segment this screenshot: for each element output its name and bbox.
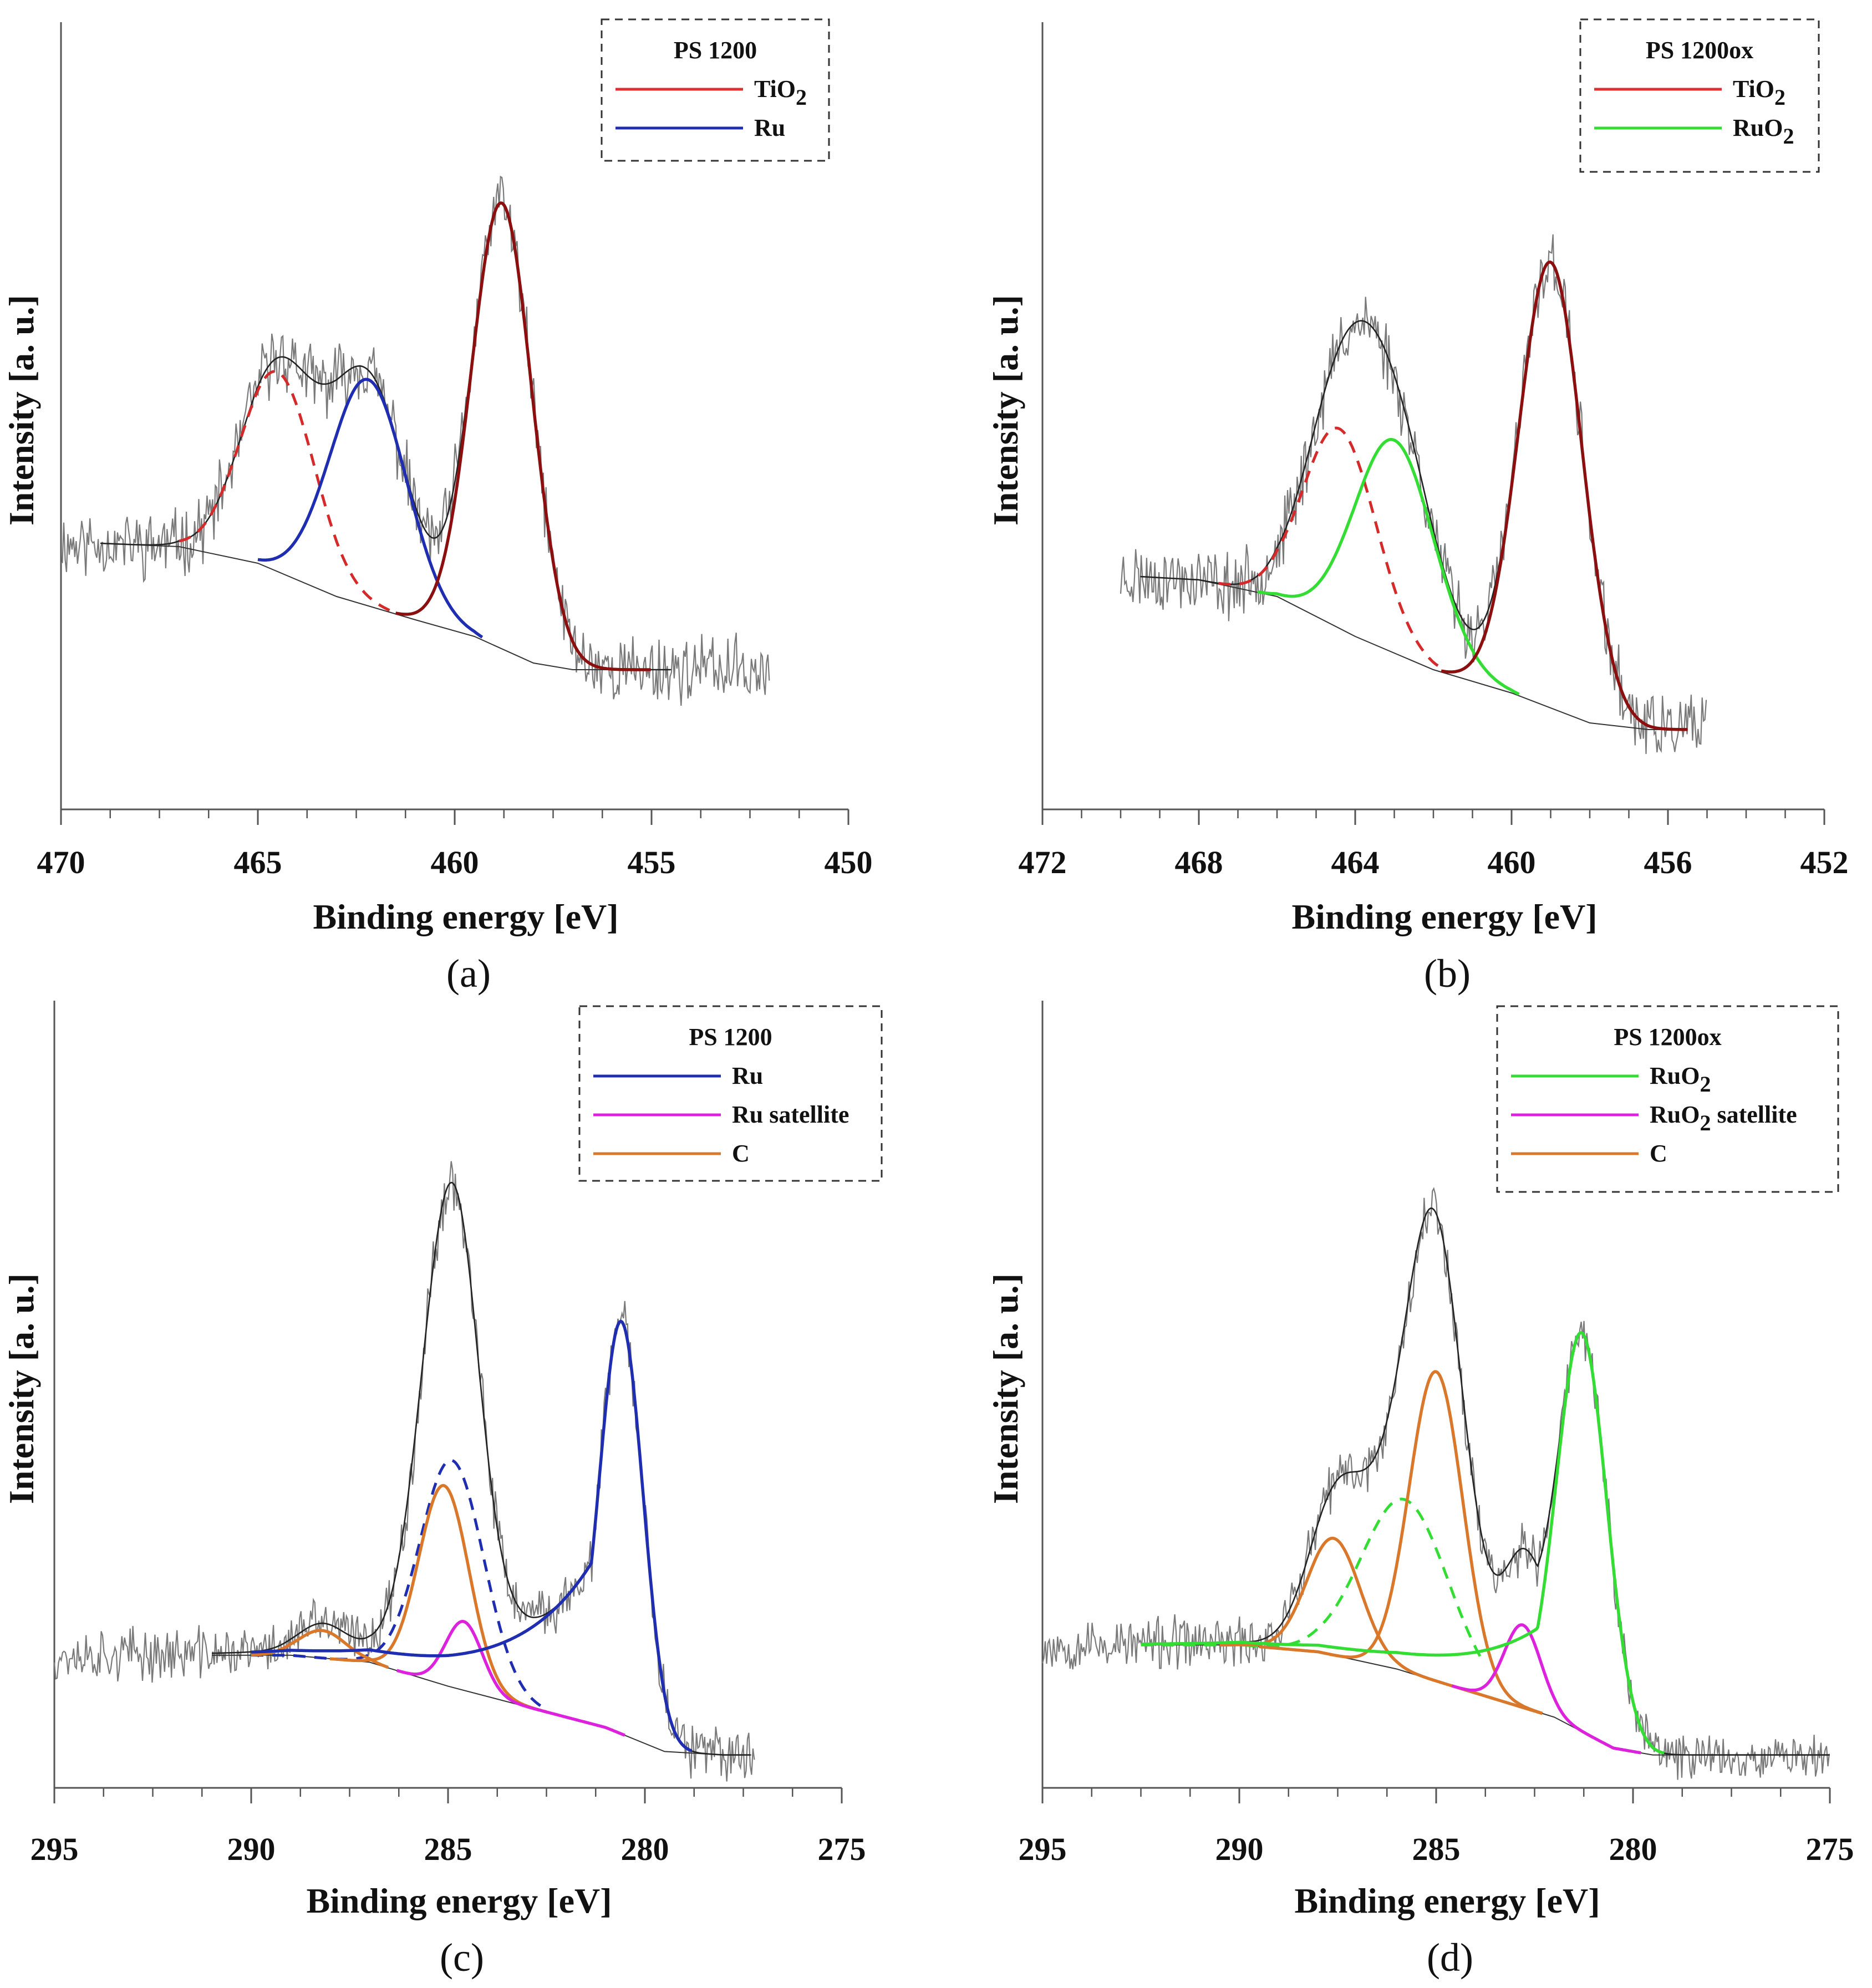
legend: PS 1200ox RuO2 RuO2 satellite C	[1496, 1005, 1839, 1193]
x-tick-label: 470	[37, 844, 85, 880]
x-tick-label: 275	[818, 1831, 866, 1867]
legend-entry: RuO2	[1650, 1062, 1711, 1097]
raw-spectrum-line	[60, 175, 770, 706]
x-tick-label: 290	[1215, 1831, 1264, 1867]
component-ru-3d5-2	[251, 1319, 693, 1752]
legend-entry: TiO2	[1733, 75, 1785, 110]
x-tick-label: 456	[1644, 844, 1692, 880]
component-ru-3d3-2	[251, 1459, 543, 1708]
component-ruo2-3d3-2	[1141, 1497, 1485, 1663]
legend-entry: Ru	[732, 1062, 763, 1089]
raw-spectrum-line	[1120, 234, 1707, 755]
component-tio2-2p3-2	[395, 201, 651, 671]
x-tick-label: 280	[621, 1831, 669, 1867]
legend-box	[1579, 18, 1820, 173]
x-tick-label: 295	[1019, 1831, 1067, 1867]
legend-entry: Ru	[754, 114, 785, 141]
background-line	[100, 543, 672, 670]
x-axis-title: Binding energy [eV]	[1294, 1881, 1600, 1920]
legend-entry: C	[732, 1140, 750, 1167]
legend-title: PS 1200ox	[1646, 37, 1753, 64]
x-tick-label: 295	[30, 1831, 79, 1867]
legend-title: PS 1200ox	[1614, 1023, 1721, 1051]
legend-entry: C	[1650, 1140, 1667, 1167]
legend-box	[578, 1005, 883, 1182]
component-ru-3p3-2	[257, 378, 484, 639]
x-tick-label: 285	[1412, 1831, 1461, 1867]
panel-b: 472 468 464 460 456 452 Binding energy [eV] Int…	[986, 18, 1849, 996]
y-axis-title: Intensity [a. u.]	[2, 1273, 41, 1504]
x-tick-label: 468	[1175, 844, 1223, 880]
x-tick-label: 472	[1019, 844, 1067, 880]
y-axis-title: Intensity [a. u.]	[2, 295, 41, 526]
x-tick-label: 280	[1609, 1831, 1657, 1867]
component-ruo2-satellite	[1451, 1623, 1641, 1755]
legend-entry: RuO2	[1733, 114, 1794, 149]
background-line	[1140, 576, 1688, 730]
raw-spectrum-line	[1041, 1187, 1830, 1780]
x-tick-label: 452	[1800, 844, 1849, 880]
legend-title: PS 1200	[674, 37, 757, 64]
x-tick-label: 464	[1331, 844, 1380, 880]
x-tick-label: 465	[234, 844, 282, 880]
panel-c: 295 290 285 280 275 Binding energy [eV] Intens…	[2, 1001, 883, 1980]
component-c-1s	[329, 1484, 547, 1714]
legend-entry: Ru satellite	[732, 1101, 849, 1128]
envelope-line	[1141, 1207, 1829, 1756]
legend: PS 1200 Ru Ru satellite C	[578, 1005, 883, 1182]
x-tick-label: 290	[227, 1831, 276, 1867]
x-tick-label: 275	[1806, 1831, 1854, 1867]
component-ruo2-3d5-2	[1141, 1331, 1665, 1755]
x-axis-title: Binding energy [eV]	[1291, 897, 1597, 936]
x-tick-label: 455	[628, 844, 676, 880]
legend-box	[1496, 1005, 1839, 1193]
panel-label: (c)	[440, 1935, 484, 1980]
y-axis-title: Intensity [a. u.]	[986, 1273, 1025, 1504]
x-tick-label: 285	[424, 1831, 472, 1867]
x-tick-label: 450	[825, 844, 873, 880]
legend: PS 1200ox TiO2 RuO2	[1579, 18, 1820, 173]
y-axis-title: Intensity [a. u.]	[986, 295, 1025, 526]
x-axis-title: Binding energy [eV]	[313, 897, 618, 936]
x-tick-label: 460	[1488, 844, 1536, 880]
panel-label: (a)	[446, 951, 491, 996]
panel-a: 470 465 460 455 450 Binding energy [eV] Intens…	[2, 18, 873, 996]
panel-label: (d)	[1427, 1935, 1473, 1980]
component-tio2-2p1-2	[179, 370, 396, 614]
component-c-o	[1219, 1537, 1543, 1715]
component-tio2-2p3-2	[1441, 261, 1688, 731]
legend-entry: RuO2 satellite	[1650, 1101, 1797, 1135]
x-axis-title: Binding energy [eV]	[306, 1881, 612, 1920]
legend-title: PS 1200	[689, 1023, 772, 1051]
panel-d: 295 290 285 280 275 Binding energy [eV] Intens…	[986, 1001, 1854, 1980]
legend: PS 1200 TiO2 Ru	[601, 18, 830, 162]
legend-entry: TiO2	[754, 75, 807, 110]
component-ru-satellite	[396, 1620, 625, 1737]
x-tick-label: 460	[431, 844, 479, 880]
panel-label: (b)	[1424, 951, 1471, 996]
